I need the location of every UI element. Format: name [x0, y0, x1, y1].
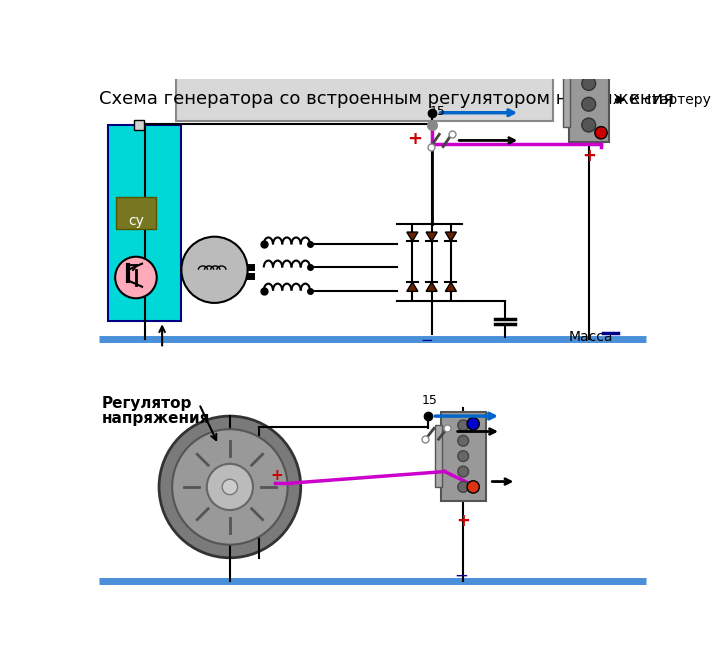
Circle shape	[458, 482, 469, 492]
Bar	[435, 425, 443, 487]
Circle shape	[595, 0, 607, 7]
Circle shape	[467, 481, 479, 493]
Circle shape	[172, 429, 288, 545]
Bar	[563, 7, 570, 127]
Bar	[134, 120, 144, 131]
Circle shape	[582, 76, 596, 91]
Circle shape	[582, 56, 596, 70]
Text: −: −	[455, 566, 469, 584]
Circle shape	[458, 436, 469, 446]
Text: 15: 15	[422, 394, 438, 407]
Text: +: +	[456, 512, 470, 530]
Text: +: +	[270, 468, 282, 483]
Circle shape	[582, 35, 596, 49]
Circle shape	[582, 14, 596, 28]
Circle shape	[458, 420, 469, 431]
Circle shape	[207, 464, 253, 510]
Text: +: +	[582, 147, 596, 165]
Polygon shape	[426, 232, 437, 241]
Text: су: су	[128, 214, 144, 227]
Circle shape	[458, 466, 469, 477]
Circle shape	[159, 416, 301, 558]
Text: Масса: Масса	[569, 330, 613, 344]
Circle shape	[582, 97, 596, 111]
Circle shape	[595, 127, 607, 139]
Text: Регулятор: Регулятор	[102, 396, 192, 411]
Circle shape	[115, 257, 157, 298]
Circle shape	[582, 118, 596, 132]
Bar	[108, 125, 181, 321]
Polygon shape	[446, 232, 456, 241]
Bar	[569, 0, 609, 142]
Bar	[441, 412, 486, 501]
Bar	[116, 196, 156, 229]
Polygon shape	[407, 232, 418, 241]
Text: 15: 15	[430, 105, 446, 118]
Text: −: −	[421, 333, 434, 348]
Polygon shape	[407, 282, 418, 291]
Circle shape	[181, 237, 248, 303]
Text: напряжения: напряжения	[102, 411, 210, 426]
Text: +: +	[407, 129, 422, 148]
Circle shape	[458, 451, 469, 461]
Polygon shape	[446, 282, 456, 291]
Polygon shape	[426, 282, 437, 291]
Circle shape	[222, 479, 237, 495]
Text: Схема генератора со встроенным регулятором напряжения: Схема генератора со встроенным регулятор…	[99, 89, 674, 108]
Bar	[176, 0, 553, 121]
Circle shape	[467, 418, 479, 430]
Text: К стартеру: К стартеру	[630, 93, 711, 106]
